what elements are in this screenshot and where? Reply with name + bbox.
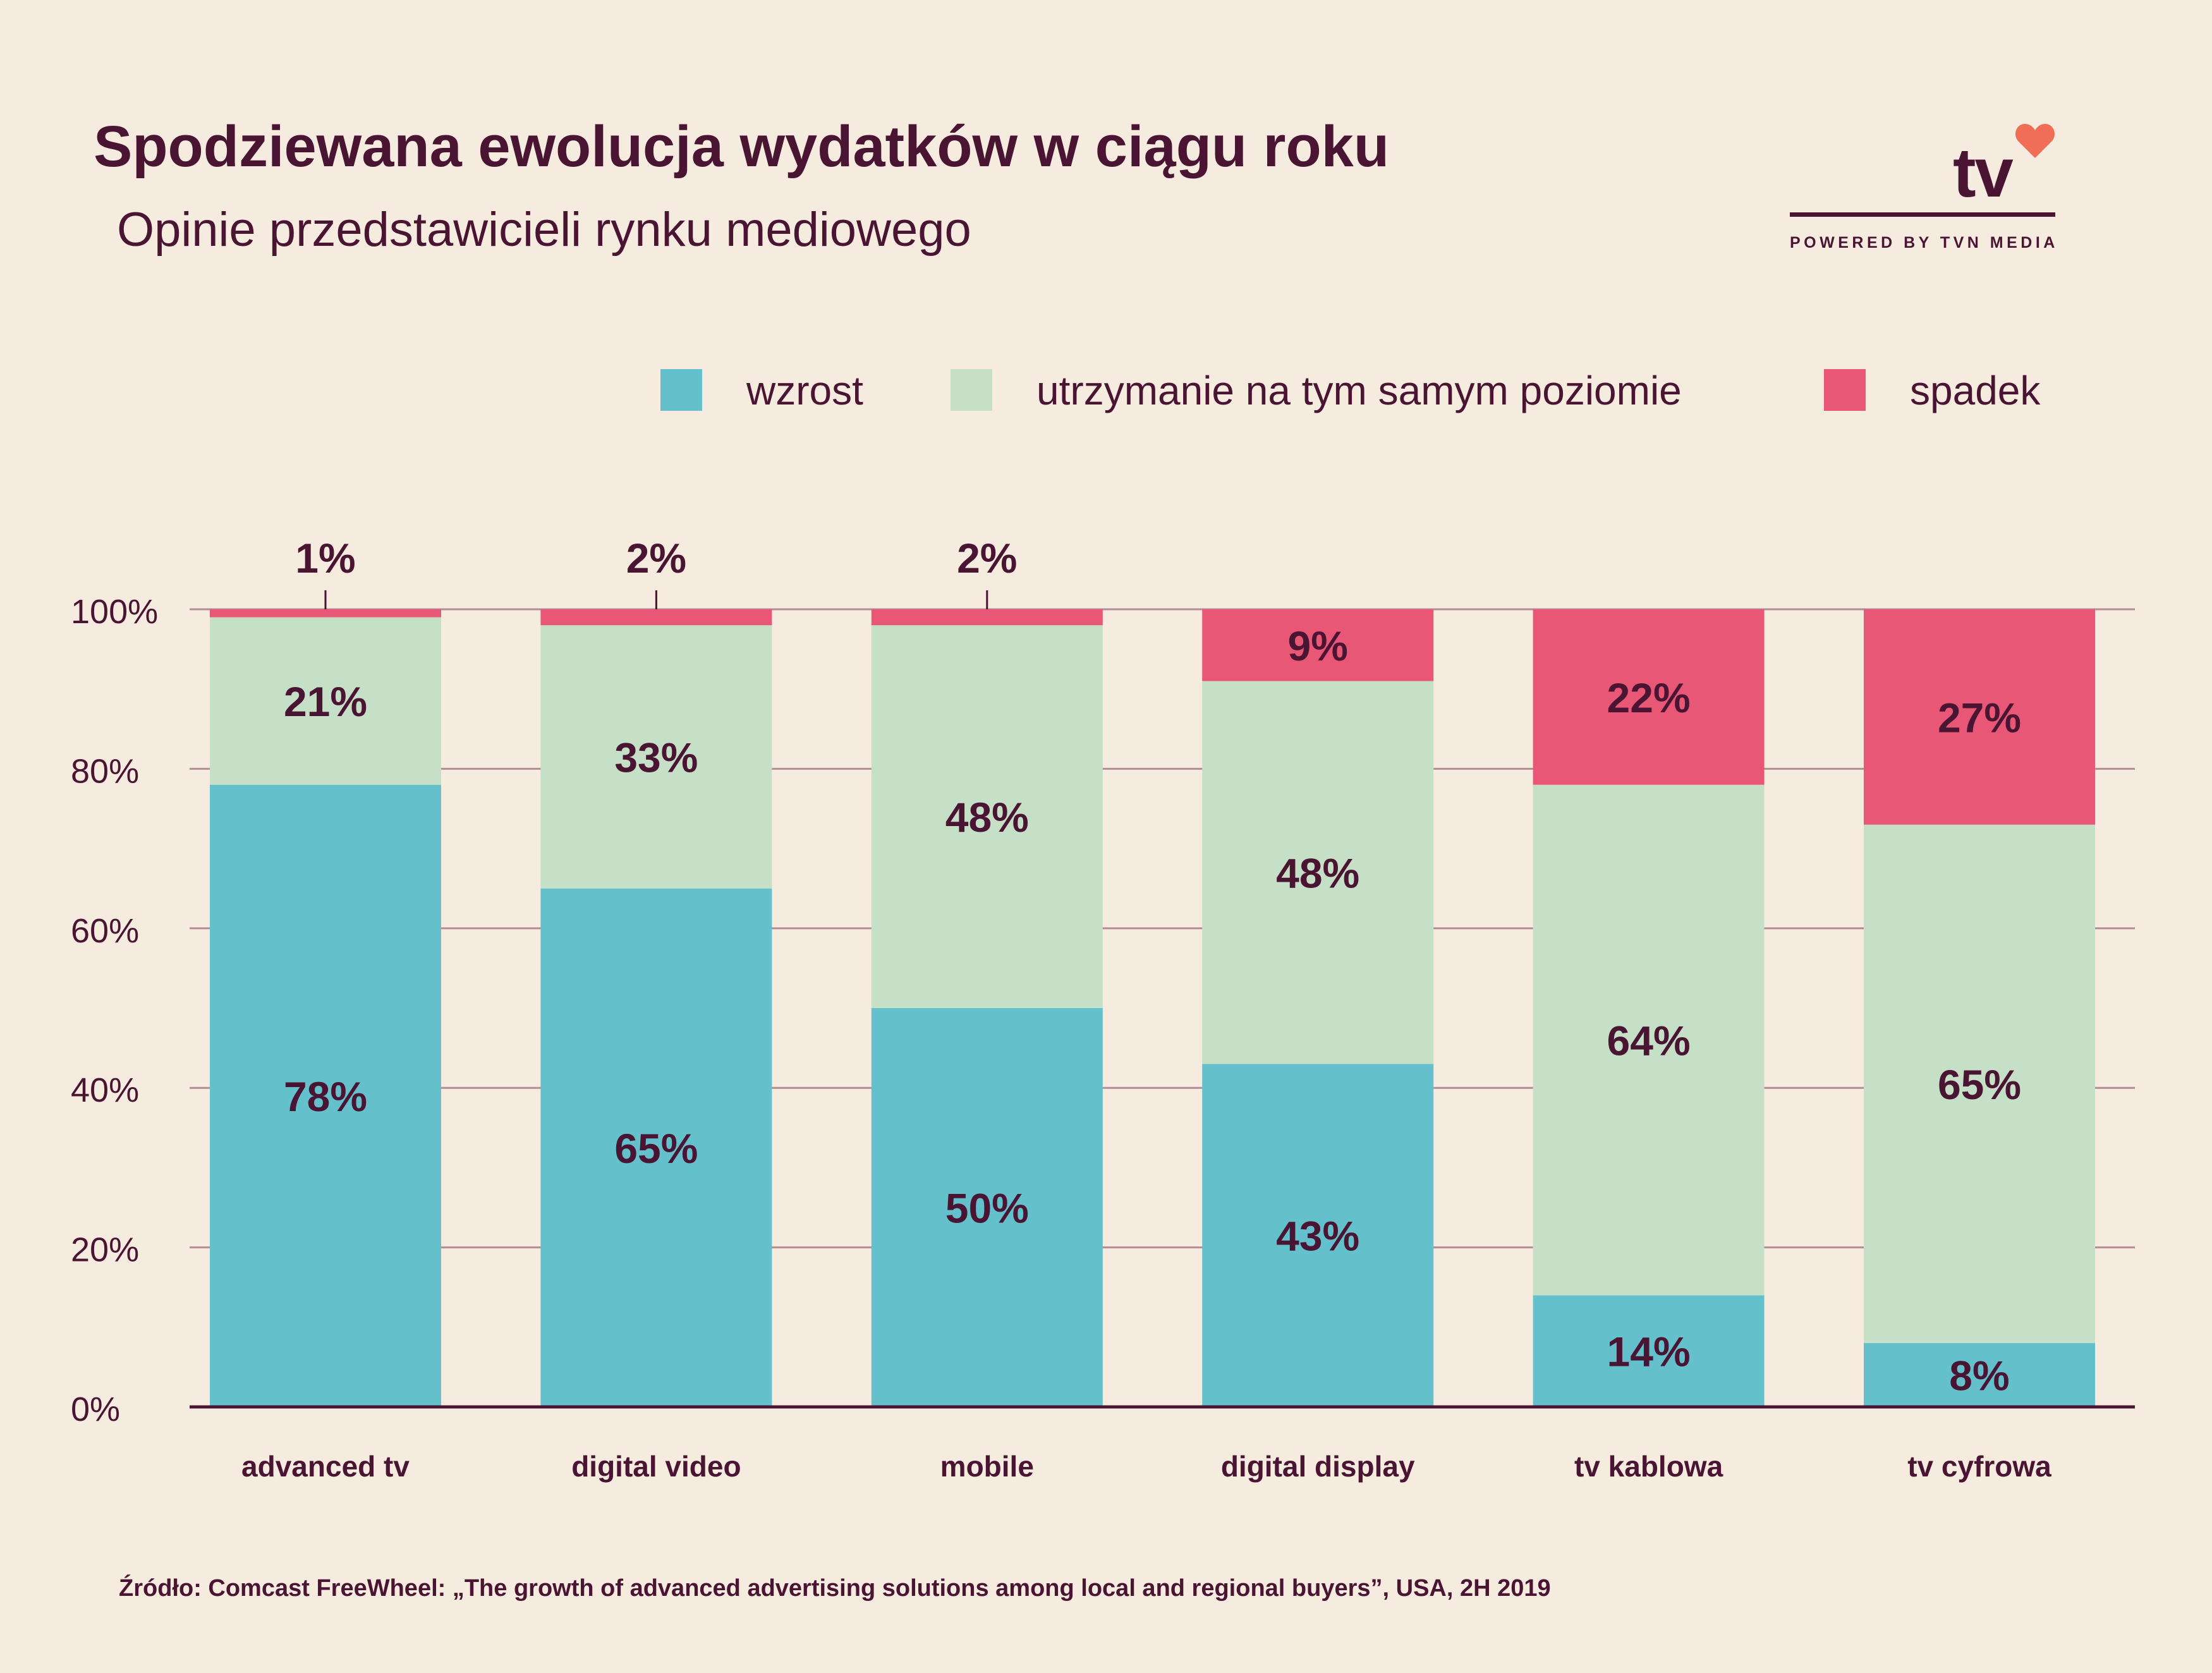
data-label: 8%: [1949, 1353, 2009, 1399]
y-tick-label: 20%: [71, 1231, 139, 1269]
bar-segment: [1864, 824, 2095, 1344]
legend-swatch: [951, 369, 992, 411]
chart-title: Spodziewana ewolucja wydatków w ciągu ro…: [94, 114, 1390, 179]
legend-label: utrzymanie na tym samym poziomie: [1036, 368, 1682, 413]
data-label: 65%: [614, 1125, 698, 1172]
y-tick-label: 60%: [71, 912, 139, 950]
logo-tagline: POWERED BY TVN MEDIA: [1790, 234, 2058, 252]
x-category-label: digital display: [1221, 1450, 1415, 1483]
bar-segment: [1202, 681, 1434, 1064]
legend-swatch: [660, 369, 702, 411]
y-tick-label: 0%: [71, 1390, 120, 1428]
data-label: 22%: [1607, 674, 1691, 721]
bar-segment: [540, 888, 772, 1407]
data-label: 21%: [284, 678, 367, 725]
legend-swatch: [1824, 369, 1866, 411]
bar-segment: [871, 625, 1103, 1008]
data-label: 2%: [626, 535, 686, 581]
bar-segment: [210, 609, 441, 617]
brand-logo: tv POWERED BY TVN MEDIA: [1790, 114, 2055, 259]
data-label: 48%: [1276, 849, 1359, 896]
x-category-label: digital video: [571, 1450, 741, 1483]
data-label: 50%: [945, 1185, 1029, 1232]
data-label: 2%: [957, 535, 1017, 581]
y-tick-label: 100%: [71, 593, 158, 631]
legend-label: wzrost: [746, 368, 863, 413]
bar-segment: [210, 784, 441, 1407]
chart-subtitle: Opinie przedstawicieli rynku mediowego: [117, 203, 971, 257]
x-category-label: tv kablowa: [1574, 1450, 1723, 1483]
data-label: 64%: [1607, 1017, 1691, 1064]
data-label: 65%: [1938, 1061, 2021, 1108]
x-category-label: mobile: [940, 1450, 1034, 1483]
bar-segment: [1533, 1295, 1765, 1407]
x-category-label: advanced tv: [241, 1450, 410, 1483]
y-tick-label: 80%: [71, 752, 139, 790]
y-tick-label: 40%: [71, 1071, 139, 1109]
bar-segment: [1864, 609, 2095, 825]
bar-segment: [1864, 1343, 2095, 1407]
bar-segment: [871, 609, 1103, 626]
x-category-label: tv cyfrowa: [1907, 1450, 2051, 1483]
data-label: 9%: [1288, 623, 1348, 669]
legend-label: spadek: [1910, 368, 2041, 413]
data-label: 14%: [1607, 1329, 1691, 1375]
data-label: 33%: [614, 734, 698, 781]
data-label: 48%: [945, 794, 1029, 841]
data-label: 43%: [1276, 1213, 1359, 1260]
source-note: Źródło: Comcast FreeWheel: „The growth o…: [119, 1575, 1551, 1602]
bar-segment: [1533, 609, 1765, 785]
bar-segment: [540, 609, 772, 626]
data-label: 27%: [1938, 694, 2021, 741]
logo-text: tv: [1953, 134, 2014, 212]
logo-divider: [1790, 212, 2055, 217]
data-label: 1%: [295, 535, 355, 581]
heart-icon: [2015, 124, 2055, 158]
data-label: 78%: [284, 1073, 367, 1120]
bar-segment: [871, 1008, 1103, 1407]
bar-segment: [540, 625, 772, 889]
bar-segment: [1202, 609, 1434, 681]
bar-segment: [210, 617, 441, 785]
bar-segment: [1202, 1064, 1434, 1407]
bar-segment: [1533, 784, 1765, 1296]
